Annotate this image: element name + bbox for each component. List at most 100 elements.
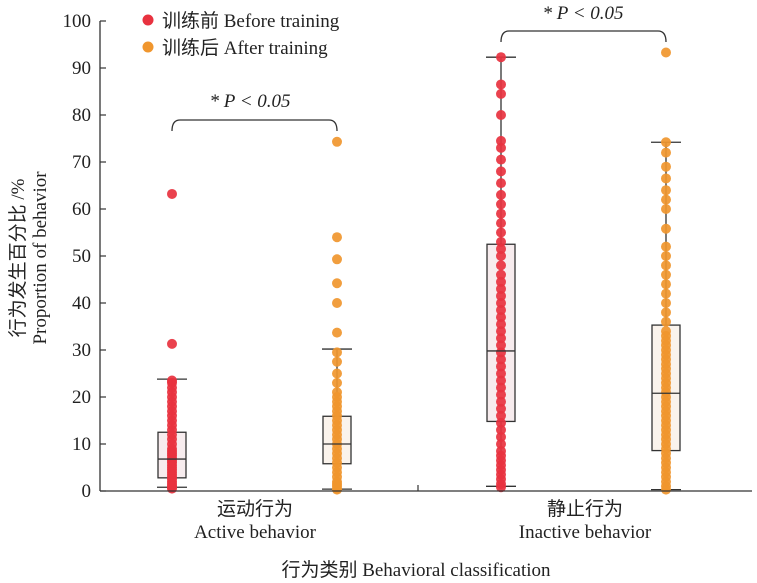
data-point-g1-s1-50 [661,147,671,158]
data-point-g0-s1-25 [332,368,342,379]
data-point-g1-s0-27 [496,312,506,323]
significance-bracket-active: * P < 0.05 [171,91,338,132]
data-point-g0-s1-27 [332,347,342,358]
data-point-g1-s0-45 [496,154,506,165]
y-tick-label-80: 80 [72,105,91,126]
category-label-zh-active: 运动行为 [217,498,293,520]
y-tick-label-40: 40 [72,293,91,314]
data-point-g1-s0-10 [496,431,506,442]
data-point-g1-s0-35 [496,251,506,261]
data-point-g1-s1-34 [661,326,671,337]
data-point-g1-s0-19 [496,368,506,379]
data-point-g1-s0-16 [496,389,506,400]
data-point-g1-s0-47 [496,135,506,146]
data-point-g1-s1-40 [661,269,671,280]
data-point-g0-s1-32 [332,232,342,243]
data-point-g1-s0-18 [496,375,506,386]
data-point-g1-s0-51 [496,52,506,63]
data-point-g0-s0-35 [167,188,177,199]
data-point-g1-s1-36 [661,307,671,318]
data-point-g1-s0-43 [496,178,506,189]
data-point-g1-s0-20 [496,361,506,372]
data-point-g1-s0-32 [496,276,506,287]
data-point-g1-s1-52 [661,47,671,58]
data-point-g1-s0-31 [496,283,506,294]
significance-bracket-inactive: * P < 0.05 [500,3,667,43]
data-point-g1-s0-23 [496,340,506,351]
bracket-line-active [171,119,338,132]
significance-label-inactive: * P < 0.05 [542,3,623,24]
data-point-g0-s1-29 [332,298,342,308]
data-point-g1-s0-26 [496,319,506,330]
data-point-g1-s0-9 [496,439,506,449]
data-point-g1-s0-15 [496,396,506,407]
data-point-g1-s0-40 [496,208,506,219]
data-point-g1-s0-28 [496,305,506,316]
data-point-g0-s1-26 [332,356,342,367]
y-tick-label-90: 90 [72,58,91,79]
data-point-g0-s1-24 [332,377,342,388]
data-point-g1-s0-30 [496,290,506,301]
data-point-g1-s0-50 [496,79,506,90]
y-tick-label-60: 60 [72,199,91,220]
y-tick-label-0: 0 [82,481,92,502]
category-label-en-active: Active behavior [194,522,317,543]
data-point-g1-s1-45 [661,204,671,214]
data-point-g1-s0-41 [496,199,506,210]
category-label-en-inactive: Inactive behavior [519,522,652,543]
y-tick-label-70: 70 [72,152,91,173]
data-point-g1-s0-29 [496,298,506,308]
data-point-g1-s0-25 [496,326,506,337]
legend-marker-after [142,41,154,53]
data-point-g1-s0-33 [496,269,506,280]
y-tick-label-100: 100 [63,11,92,32]
data-point-g1-s1-49 [661,161,671,172]
data-point-g1-s1-39 [661,279,671,290]
data-point-g1-s0-24 [496,333,506,344]
data-point-g1-s0-11 [496,424,506,435]
data-point-g0-s1-30 [332,278,342,289]
data-point-g0-s1-33 [332,136,342,147]
data-point-g1-s1-38 [661,288,671,299]
data-point-g1-s1-46 [661,194,671,205]
data-point-g0-s1-23 [332,387,342,398]
data-point-g0-s0-34 [167,338,177,349]
legend-label-after: 训练后 After training [162,37,328,59]
data-point-g1-s1-47 [661,185,671,196]
data-point-g1-s1-35 [661,316,671,327]
data-point-g1-s1-48 [661,173,671,184]
data-point-g1-s0-46 [496,142,506,153]
data-point-g1-s0-48 [496,110,506,120]
legend-label-before: 训练前 Before training [162,10,340,32]
category-label-zh-inactive: 静止行为 [547,498,623,520]
data-point-g1-s0-38 [496,227,506,238]
y-axis-label-en: Proportion of behavior [30,171,51,345]
box-layer [157,56,681,491]
data-point-g1-s0-42 [496,189,506,200]
data-point-g0-s1-28 [332,327,342,338]
x-axis-label: 行为类别 Behavioral classification [281,559,551,581]
data-point-g1-s0-37 [496,236,506,247]
legend: 训练前 Before training 训练后 After training [142,10,340,59]
data-point-g1-s0-21 [496,354,506,365]
data-point-g1-s0-17 [496,382,506,393]
bracket-line-inactive [500,30,667,43]
point-layer [158,47,680,495]
data-point-g1-s0-34 [496,260,506,271]
y-tick-label-30: 30 [72,340,91,361]
y-tick-label-50: 50 [72,246,91,267]
data-point-g1-s0-49 [496,88,506,99]
axis-layer: 0 10 20 30 40 50 60 70 80 90 100 [63,11,752,502]
data-point-g1-s1-43 [661,241,671,252]
y-axis-label-zh: 行为发生百分比 /% [7,178,29,337]
y-tick-label-10: 10 [72,434,91,455]
data-point-g1-s0-14 [496,403,506,414]
data-point-g0-s0-33 [167,375,177,386]
data-point-g1-s1-37 [661,298,671,308]
data-point-g1-s1-42 [661,251,671,261]
data-point-g1-s1-44 [661,223,671,234]
legend-marker-before [142,14,154,26]
data-point-g0-s1-31 [332,254,342,265]
significance-label-active: * P < 0.05 [209,91,290,112]
